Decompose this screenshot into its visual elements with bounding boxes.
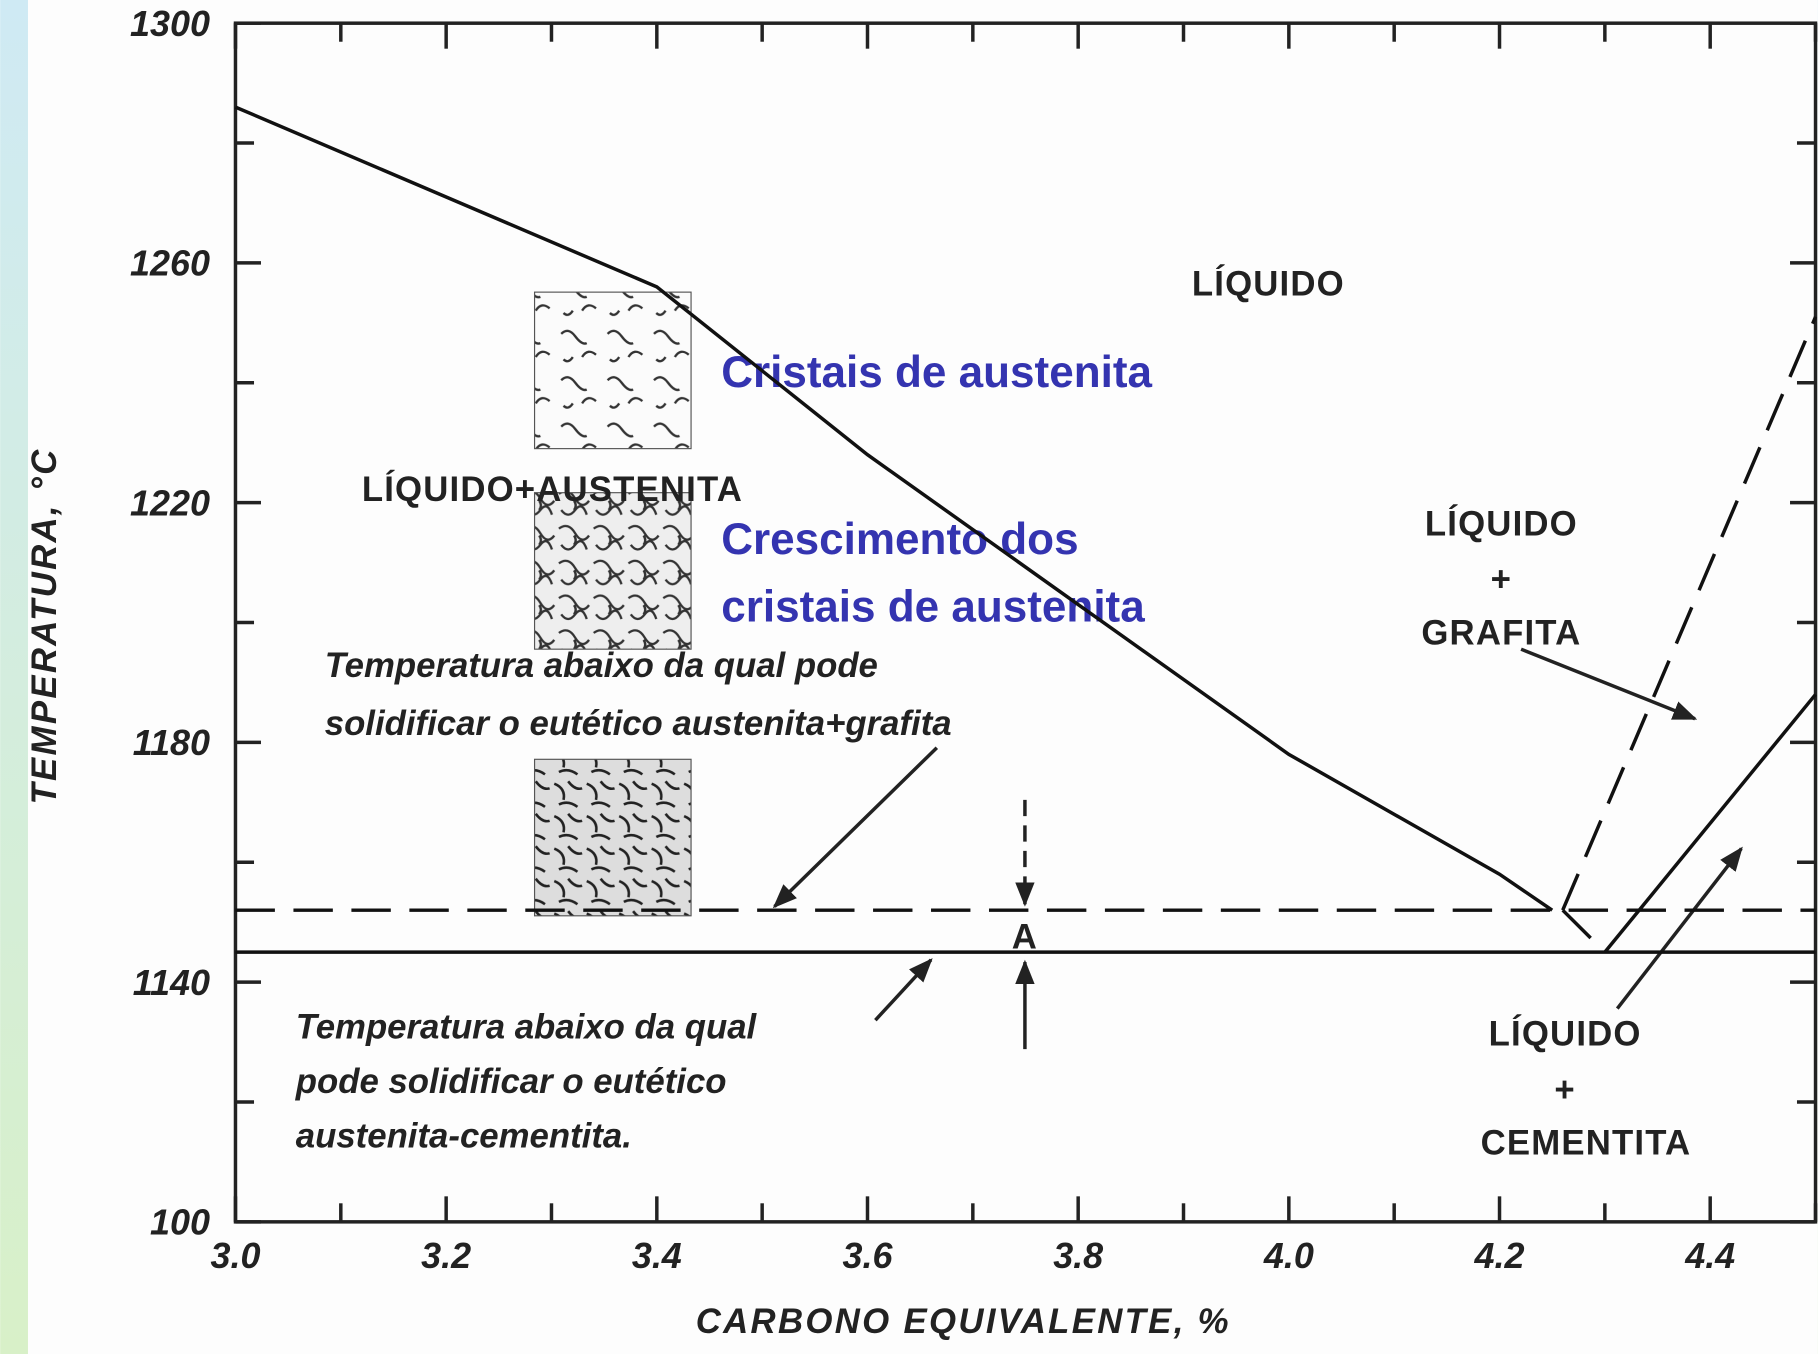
x-tick-label: 4.4 bbox=[1684, 1235, 1735, 1276]
y-tick-label: 1300 bbox=[130, 3, 210, 44]
annotation: solidificar o eutético austenita+grafita bbox=[325, 705, 952, 743]
micrograph-caption: Crescimento dos bbox=[721, 515, 1078, 564]
x-tick-label: 4.0 bbox=[1263, 1235, 1314, 1276]
y-tick-label: 1180 bbox=[133, 722, 210, 763]
region-label: LÍQUIDO+AUSTENITA bbox=[362, 469, 743, 509]
curve bbox=[1561, 908, 1607, 954]
y-tick-label: 100 bbox=[150, 1202, 210, 1243]
y-tick-label: 1140 bbox=[133, 962, 210, 1003]
annotation: Temperatura abaixo da qual bbox=[296, 1009, 758, 1047]
micrograph-caption: Cristais de austenita bbox=[721, 348, 1152, 397]
curve bbox=[1561, 316, 1818, 911]
region-label: CEMENTITA bbox=[1481, 1125, 1692, 1163]
region-label: GRAFITA bbox=[1421, 615, 1581, 653]
x-tick-label: 3.2 bbox=[421, 1235, 471, 1276]
x-tick-label: 4.2 bbox=[1474, 1235, 1525, 1276]
annotation: Temperatura abaixo da qual pode bbox=[325, 647, 878, 685]
region-label: LÍQUIDO bbox=[1425, 504, 1578, 544]
x-axis-title: CARBONO EQUIVALENTE, % bbox=[696, 1303, 1231, 1341]
micrograph-caption: cristais de austenita bbox=[721, 582, 1145, 631]
region-label: + bbox=[1491, 561, 1512, 599]
annotation: austenita-cementita. bbox=[296, 1118, 632, 1156]
arrow bbox=[1520, 647, 1698, 721]
region-label: LÍQUIDO bbox=[1489, 1014, 1642, 1054]
region-label: + bbox=[1554, 1071, 1575, 1109]
point-label: A bbox=[1012, 918, 1038, 956]
curve bbox=[1603, 693, 1817, 954]
arrow bbox=[874, 958, 933, 1022]
arrow bbox=[1615, 846, 1743, 1010]
micrograph bbox=[533, 291, 692, 450]
arrow bbox=[772, 746, 939, 909]
plot-paper bbox=[27, 0, 1818, 1354]
annotation: pode solidificar o eutético bbox=[295, 1063, 727, 1101]
micrograph bbox=[533, 758, 692, 917]
y-axis-title: TEMPERATURA, °C bbox=[26, 447, 64, 804]
curve bbox=[234, 105, 1554, 912]
micrograph bbox=[533, 492, 692, 650]
region-label: LÍQUIDO bbox=[1192, 264, 1345, 304]
x-tick-label: 3.6 bbox=[843, 1235, 894, 1276]
y-tick-label: 1220 bbox=[130, 482, 210, 523]
x-tick-label: 3.0 bbox=[211, 1235, 261, 1276]
x-tick-label: 3.4 bbox=[632, 1235, 682, 1276]
x-tick-label: 3.8 bbox=[1053, 1235, 1103, 1276]
y-tick-label: 1260 bbox=[130, 243, 210, 284]
